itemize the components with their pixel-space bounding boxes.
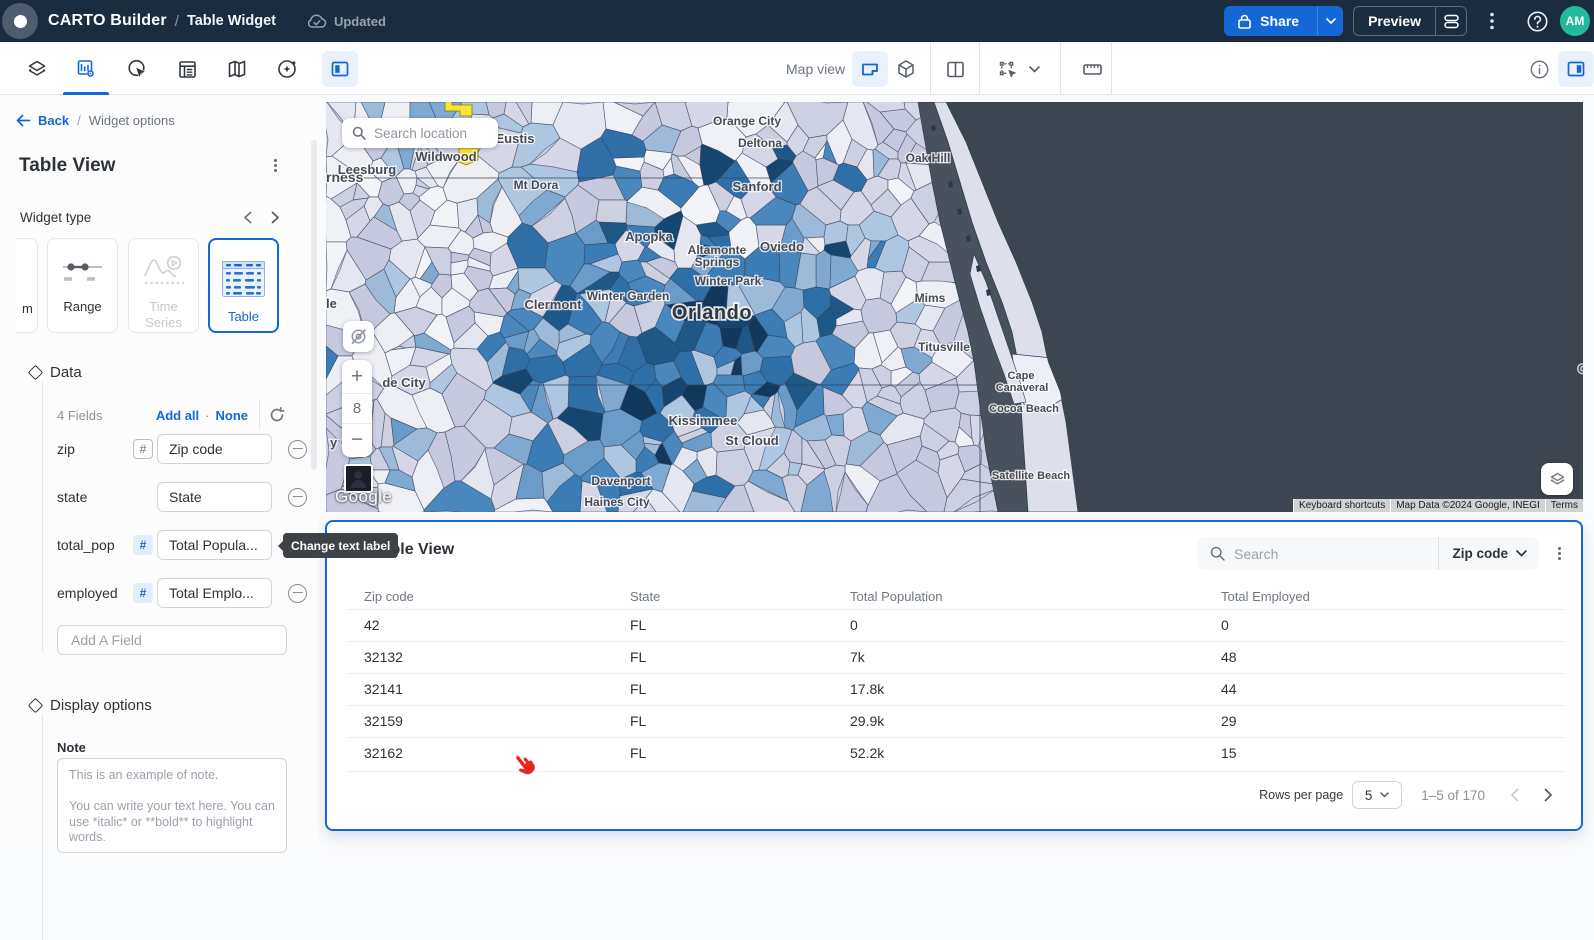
svg-text:Wildwood: Wildwood: [415, 149, 476, 164]
svg-text:Springs: Springs: [695, 255, 740, 269]
svg-text:Canaveral: Canaveral: [996, 382, 1049, 394]
svg-text:Oak Hill: Oak Hill: [906, 151, 951, 165]
svg-text:Cocoa Beach: Cocoa Beach: [989, 403, 1059, 415]
svg-text:Kissimmee: Kissimmee: [669, 413, 738, 428]
svg-text:Sanford: Sanford: [732, 179, 781, 194]
svg-text:C: C: [1578, 362, 1583, 376]
svg-text:de City: de City: [382, 375, 426, 390]
svg-text:Mims: Mims: [915, 291, 946, 305]
svg-text:Orange City: Orange City: [713, 114, 781, 128]
svg-text:Leesburg: Leesburg: [338, 162, 397, 177]
svg-text:Winter Garden: Winter Garden: [587, 289, 670, 303]
svg-text:Haines City: Haines City: [584, 495, 650, 509]
svg-text:Winter Park: Winter Park: [695, 274, 762, 288]
svg-text:Deltona: Deltona: [738, 136, 782, 150]
svg-text:Mt Dora: Mt Dora: [514, 178, 559, 192]
svg-text:Oviedo: Oviedo: [760, 239, 804, 254]
svg-text:Satellite Beach: Satellite Beach: [992, 470, 1071, 482]
svg-text:Davenport: Davenport: [591, 474, 650, 488]
svg-text:Titusville: Titusville: [918, 340, 970, 354]
svg-text:Altamonte: Altamonte: [688, 243, 747, 257]
svg-text:Clermont: Clermont: [524, 297, 582, 312]
svg-text:le: le: [326, 296, 337, 311]
svg-text:Apopka: Apopka: [625, 229, 673, 244]
svg-text:rness: rness: [326, 169, 364, 185]
svg-text:Orlando: Orlando: [672, 302, 752, 324]
svg-text:St Cloud: St Cloud: [725, 433, 778, 448]
svg-text:Cape: Cape: [1008, 370, 1035, 382]
svg-text:Eustis: Eustis: [495, 131, 534, 146]
